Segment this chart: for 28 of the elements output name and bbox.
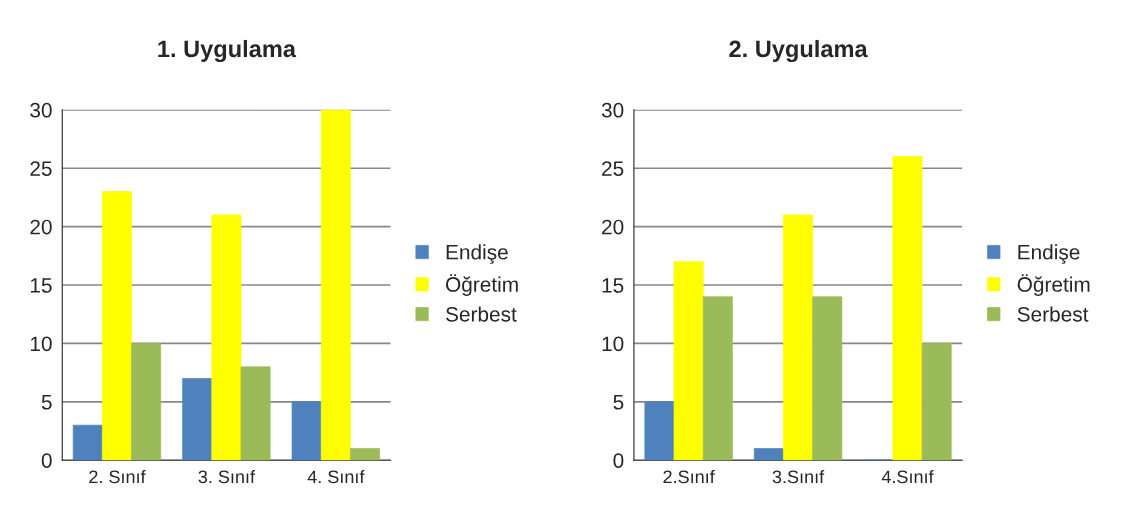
- chart-title: 2. Uygulama: [729, 39, 868, 63]
- legend-label: Serbest: [1017, 306, 1089, 322]
- x-tick-label: 2. Sınıf: [89, 469, 146, 484]
- legend-label: Serbest: [445, 306, 517, 322]
- y-tick-label: 25: [30, 161, 52, 176]
- legend-label: Endişe: [1018, 244, 1080, 264]
- x-tick-label: 4.Sınıf: [881, 469, 934, 484]
- x-tick-label: 2.Sınıf: [663, 469, 715, 484]
- y-tick-label: 10: [602, 336, 624, 352]
- y-tick-label: 20: [602, 219, 624, 235]
- legend-label: Öğretim: [1017, 274, 1090, 296]
- y-tick-label: 0: [41, 453, 52, 468]
- y-tick-label: 30: [30, 102, 52, 118]
- y-tick-label: 5: [613, 395, 624, 410]
- y-tick-label: 30: [601, 102, 624, 118]
- y-tick-label: 15: [30, 278, 52, 293]
- y-tick-label: 10: [30, 336, 52, 352]
- x-tick-label: 3. Sınıf: [198, 469, 256, 484]
- y-tick-label: 15: [602, 278, 624, 293]
- legend-label: Öğretim: [446, 274, 518, 296]
- chart-title: 1. Uygulama: [158, 39, 297, 63]
- y-tick-label: 20: [30, 219, 52, 235]
- legend-label: Endişe: [446, 244, 508, 264]
- y-tick-label: 0: [613, 453, 624, 468]
- x-tick-label: 3.Sınıf: [772, 469, 825, 484]
- y-tick-label: 5: [41, 395, 52, 410]
- y-tick-label: 25: [602, 161, 624, 176]
- x-tick-label: 4. Sınıf: [307, 469, 365, 484]
